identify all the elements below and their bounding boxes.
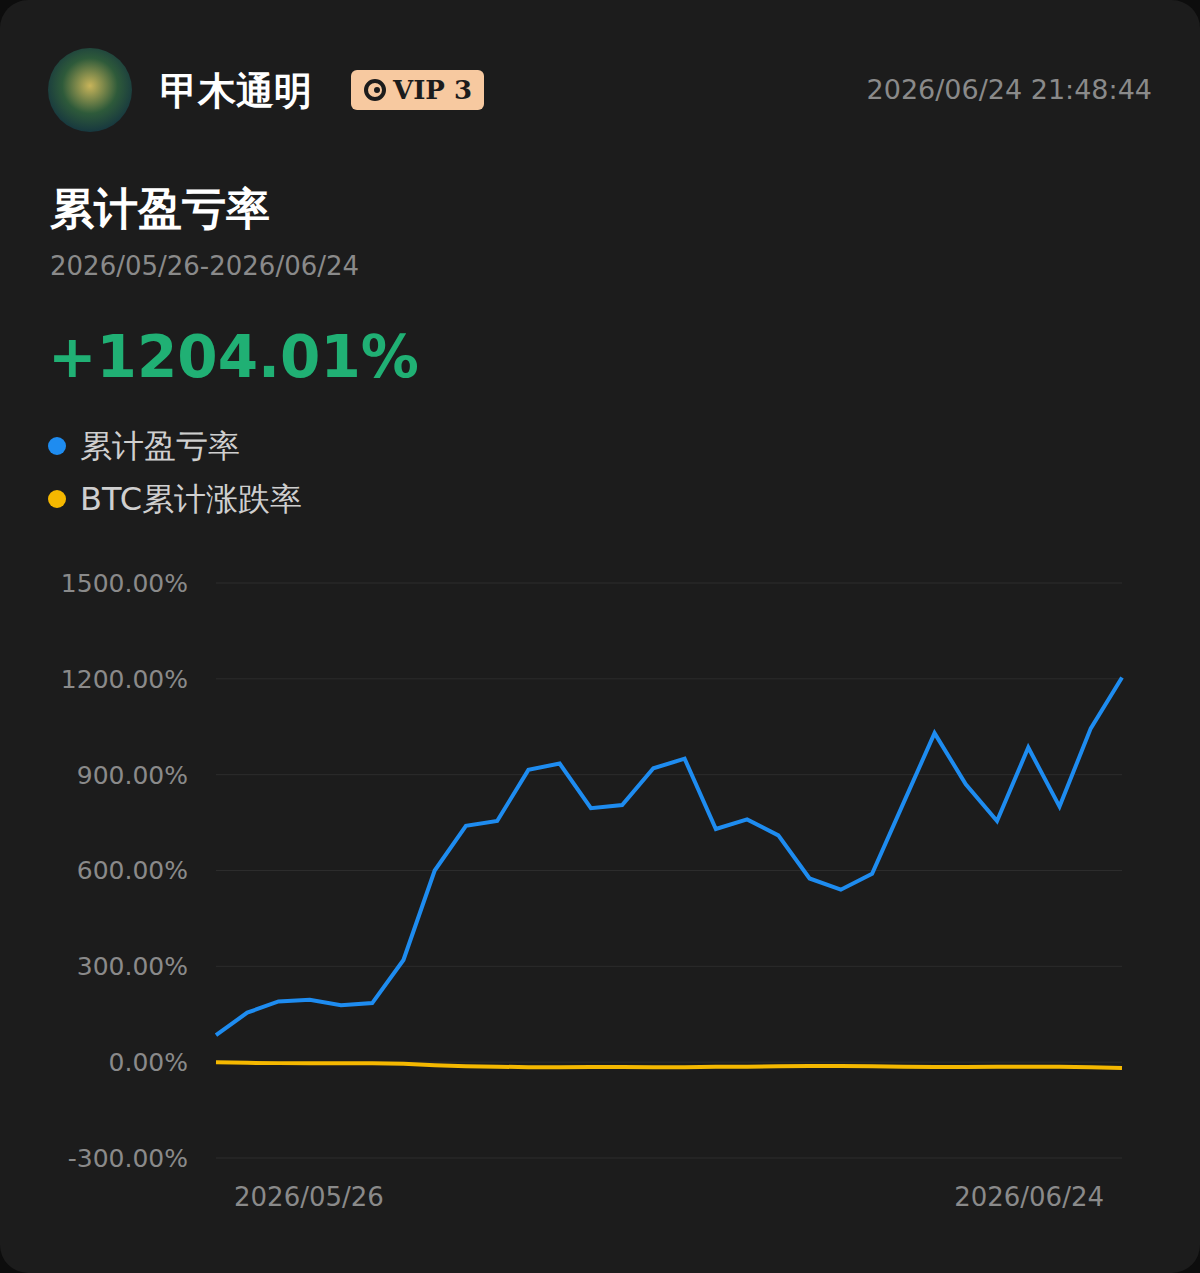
svg-text:900.00%: 900.00% <box>77 761 188 790</box>
svg-text:-300.00%: -300.00% <box>68 1144 188 1173</box>
html-text:甲木通明: 甲木通明 <box>160 69 312 113</box>
html-text:BTC累计涨跌率: BTC累计涨跌率 <box>80 480 302 518</box>
svg-text:300.00%: 300.00% <box>77 952 188 981</box>
html-text:2026/06/24 21:48:44: 2026/06/24 21:48:44 <box>866 74 1152 105</box>
html-text:VIP 3: VIP 3 <box>393 75 472 105</box>
svg-text:2026/05/26: 2026/05/26 <box>234 1182 384 1212</box>
svg-text:0.00%: 0.00% <box>109 1048 188 1077</box>
html-text:+1204.01%: +1204.01% <box>48 323 419 391</box>
html-text:累计盈亏率: 累计盈亏率 <box>50 183 270 234</box>
svg-text:1500.00%: 1500.00% <box>61 569 188 598</box>
svg-text:1200.00%: 1200.00% <box>61 665 188 694</box>
html-text:累计盈亏率: 累计盈亏率 <box>80 427 240 465</box>
svg-text:2026/06/24: 2026/06/24 <box>954 1182 1104 1212</box>
svg-text:600.00%: 600.00% <box>77 856 188 885</box>
html-text:2026/05/26-2026/06/24: 2026/05/26-2026/06/24 <box>50 251 360 281</box>
